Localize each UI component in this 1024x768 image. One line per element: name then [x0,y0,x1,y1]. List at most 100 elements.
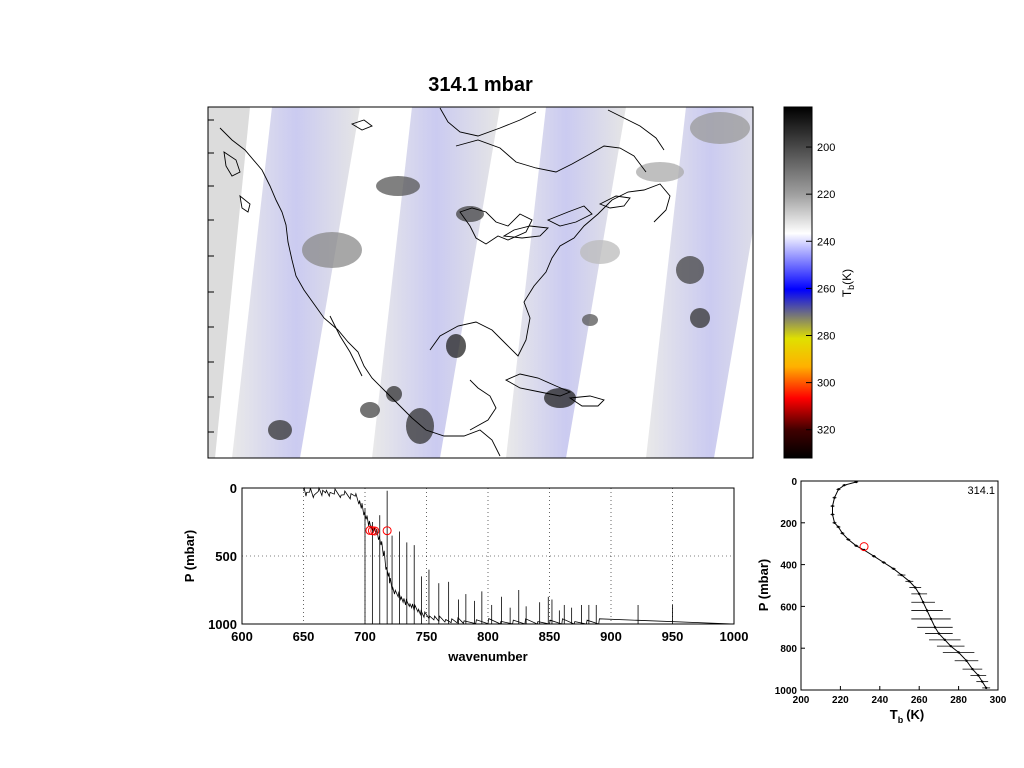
profile-point [937,632,941,635]
swath-edge [208,107,250,458]
profile-xtick-label: 220 [832,695,849,706]
profile-point [833,521,836,524]
profile-point [914,586,917,589]
swath-3 [646,107,753,458]
profile-point [837,488,840,491]
profile-point [882,561,885,564]
spectrum-highlight-point [370,526,380,536]
cloud-2 [456,206,484,222]
cloud-4 [386,386,402,402]
cloud-0 [302,232,362,268]
chart-title: 314.1 mbar [428,74,533,96]
cloud-1 [376,176,420,196]
spectrum-xtick-label: 1000 [720,629,749,644]
profile-point [872,555,876,558]
spectrum-ytick-label: 0 [230,481,237,496]
profile-point [892,567,895,570]
colorbar-tick-label: 220 [817,189,835,201]
profile-point [908,580,911,583]
colorbar-tick-label: 200 [817,142,835,154]
coastline [219,107,671,457]
colorbar-tick-label: 300 [817,378,835,390]
profile-ytick-label: 1000 [775,686,798,697]
cloud-10 [268,420,292,440]
profile-plot: 200 220 240 260 280 300 0 200 400 600 800 1000 314.… [756,477,1007,725]
cloud-features [268,112,750,444]
profile-point [981,680,984,683]
spectrum-xtick-label: 900 [600,629,622,644]
profile-ytick-label: 400 [780,561,797,572]
spectrum-ylabel: P (mbar) [182,530,197,583]
colorbar-tick-label: 280 [817,331,835,343]
colorbar-gradient [783,106,813,459]
profile-point [933,626,937,629]
profile-highlight-point [859,542,869,552]
profile-xtick-label: 200 [793,695,810,706]
profile-point [847,538,850,541]
profile-point [949,644,952,648]
spectrum-line [303,486,735,625]
profile-point [957,651,960,654]
profile-xtick-label: 300 [990,695,1007,706]
spectrum-ytick-label: 500 [215,549,237,564]
profile-point [918,592,921,596]
profile-point [900,573,903,577]
swath-2 [506,107,626,458]
profile-xlabel: Tb (K) [890,707,925,725]
profile-xtick-label: 260 [911,695,928,706]
cloud-8 [690,308,710,328]
profile-ylabel: P (mbar) [756,559,771,612]
profile-point [833,496,836,499]
cloud-7 [676,256,704,284]
profile-point [977,674,980,677]
profile-point [925,609,929,612]
profile-point [921,601,925,604]
profile-frame [800,480,999,691]
cloud-14 [360,402,380,418]
profile-ytick-label: 600 [780,602,797,613]
spectrum-frame [241,487,735,625]
spectrum-xtick-label: 750 [416,629,438,644]
profile-point [837,525,840,529]
spectrum-plot: 600 650 700 750 800 850 900 950 1000 0 500 1000 wav… [182,481,748,664]
cloud-11 [636,162,684,182]
profile-ytick-label: 0 [791,477,797,488]
profile-annotation: 314.1 [967,485,995,497]
colorbar-tick-label: 260 [817,283,835,295]
profile-point [984,686,988,690]
spectrum-ytick-label: 1000 [208,617,237,632]
spectrum-xtick-label: 700 [354,629,376,644]
profile-ytick-label: 800 [780,644,797,655]
profile-xtick-label: 280 [950,695,967,706]
satellite-map [208,107,753,458]
colorbar-tick-label: 320 [817,425,835,437]
colorbar-tick-label: 240 [817,236,835,248]
spectrum-xtick-label: 850 [539,629,561,644]
profile-ytick-label: 200 [780,519,797,530]
map-ticks [208,119,214,433]
cloud-13 [580,240,620,264]
cloud-12 [690,112,750,144]
profile-point [929,617,933,621]
colorbar: 200 220 240 260 280 300 320 Tb(K) [783,106,856,459]
cloud-9 [582,314,598,326]
swath-0 [232,107,360,458]
spectrum-highlight-point [382,526,392,536]
profile-point [843,483,846,487]
spectrum-xtick-label: 950 [662,629,684,644]
profile-point [831,513,834,516]
profile-point [841,532,844,535]
profile-point [943,638,947,642]
spectrum-xtick-label: 650 [293,629,315,644]
spectrum-xlabel: wavenumber [447,649,527,664]
spectrum-xtick-label: 800 [477,629,499,644]
cloud-5 [406,408,434,444]
profile-point [965,659,968,662]
colorbar-label: Tb(K) [840,269,856,297]
cloud-3 [446,334,466,358]
profile-point [831,504,834,508]
profile-xtick-label: 240 [871,695,888,706]
profile-point [971,667,974,671]
spectrum-xtick-label: 600 [231,629,253,644]
